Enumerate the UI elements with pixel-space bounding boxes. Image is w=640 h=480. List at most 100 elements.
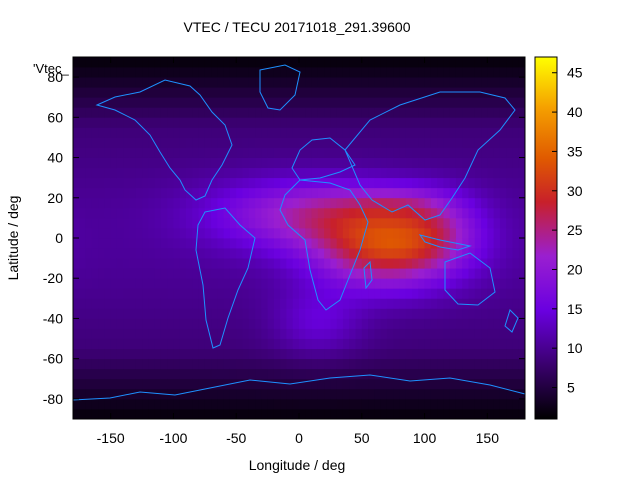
heatmap-cell: [223, 358, 231, 370]
heatmap-cell: [499, 378, 507, 390]
heatmap-cell: [355, 137, 363, 148]
heatmap-cell: [135, 388, 143, 400]
heatmap-cell: [349, 197, 356, 209]
heatmap-cell: [305, 117, 312, 128]
heatmap-cell: [499, 388, 507, 400]
heatmap-cell: [437, 137, 444, 148]
heatmap-cell: [462, 77, 469, 88]
heatmap-cell: [518, 378, 526, 390]
heatmap-cell: [474, 127, 482, 138]
heatmap-cell: [342, 238, 350, 249]
heatmap-cell: [91, 107, 99, 118]
heatmap-cell: [273, 278, 281, 289]
heatmap-cell: [91, 398, 99, 410]
heatmap-cell: [167, 238, 174, 249]
heatmap-cell: [129, 328, 137, 339]
heatmap-cell: [167, 268, 174, 279]
heatmap-cell: [330, 388, 338, 400]
heatmap-cell: [217, 167, 225, 179]
heatmap-cell: [267, 137, 275, 148]
heatmap-cell: [292, 107, 300, 118]
heatmap-cell: [336, 207, 344, 219]
heatmap-cell: [154, 157, 162, 169]
heatmap-cell: [229, 57, 237, 68]
heatmap-cell: [399, 77, 407, 88]
heatmap-cell: [142, 187, 149, 199]
heatmap-cell: [98, 147, 105, 158]
heatmap-cell: [236, 408, 243, 420]
heatmap-cell: [217, 67, 225, 78]
heatmap-cell: [142, 328, 149, 339]
heatmap-cell: [405, 107, 413, 118]
heatmap-cell: [123, 77, 130, 88]
heatmap-cell: [229, 167, 237, 179]
heatmap-cell: [242, 368, 250, 380]
heatmap-cell: [368, 147, 375, 158]
heatmap-cell: [280, 328, 287, 339]
heatmap-cell: [286, 177, 294, 189]
heatmap-cell: [487, 378, 495, 390]
heatmap-cell: [380, 338, 388, 350]
heatmap-cell: [361, 328, 369, 339]
heatmap-cell: [186, 298, 193, 309]
heatmap-cell: [412, 187, 419, 199]
heatmap-cell: [393, 408, 400, 420]
heatmap-cell: [85, 388, 93, 400]
heatmap-cell: [506, 248, 513, 259]
heatmap-cell: [474, 177, 482, 189]
heatmap-cell: [317, 358, 325, 370]
heatmap-cell: [317, 328, 325, 339]
heatmap-cell: [499, 278, 507, 289]
heatmap-cell: [280, 358, 287, 370]
heatmap-cell: [305, 398, 312, 410]
heatmap-cell: [73, 408, 80, 420]
heatmap-cell: [368, 388, 375, 400]
heatmap-cell: [481, 127, 488, 138]
heatmap-cell: [437, 348, 444, 360]
heatmap-cell: [223, 378, 231, 390]
heatmap-cell: [192, 318, 199, 329]
heatmap-cell: [198, 97, 206, 108]
heatmap-cell: [273, 408, 281, 420]
heatmap-cell: [142, 408, 149, 420]
heatmap-cell: [173, 217, 181, 229]
heatmap-cell: [116, 87, 124, 98]
heatmap-cell: [399, 67, 407, 78]
heatmap-cell: [116, 288, 124, 299]
heatmap-cell: [468, 318, 476, 329]
heatmap-cell: [73, 308, 80, 319]
heatmap-cell: [173, 127, 181, 138]
heatmap-cell: [355, 378, 363, 390]
heatmap-cell: [474, 328, 482, 339]
heatmap-cell: [430, 248, 438, 259]
heatmap-cell: [418, 177, 425, 189]
heatmap-cell: [487, 298, 495, 309]
coastline-greenland: [259, 64, 301, 111]
heatmap-cell: [424, 358, 432, 370]
heatmap-cell: [487, 87, 495, 98]
heatmap-cell: [342, 368, 350, 380]
heatmap-cell: [324, 268, 331, 279]
heatmap-cell: [386, 388, 394, 400]
heatmap-cell: [217, 227, 225, 239]
heatmap-cell: [204, 368, 212, 380]
heatmap-cell: [455, 187, 463, 199]
heatmap-cell: [204, 328, 212, 339]
heatmap-cell: [248, 278, 256, 289]
heatmap-cell: [324, 67, 331, 78]
heatmap-cell: [324, 107, 331, 118]
heatmap-cell: [286, 298, 294, 309]
heatmap-cell: [110, 318, 118, 329]
heatmap-cell: [481, 288, 488, 299]
heatmap-cell: [518, 127, 526, 138]
heatmap-cell: [418, 328, 425, 339]
heatmap-cell: [229, 67, 237, 78]
heatmap-cell: [330, 298, 338, 309]
heatmap-cell: [79, 77, 86, 88]
heatmap-cell: [236, 348, 243, 360]
heatmap-cell: [506, 77, 513, 88]
heatmap-cell: [261, 127, 269, 138]
heatmap-cell: [242, 187, 250, 199]
heatmap-cell: [424, 338, 432, 350]
heatmap-cell: [468, 408, 476, 420]
